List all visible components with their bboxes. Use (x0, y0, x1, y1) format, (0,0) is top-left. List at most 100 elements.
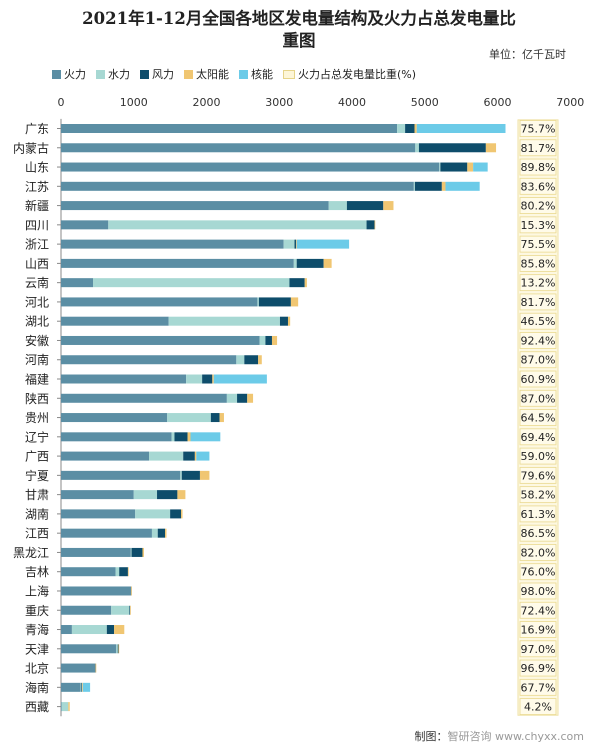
bar-segment (295, 239, 297, 249)
bar-segment (202, 374, 213, 384)
chart-title-line-1: 2021年1-12月全国各地区发电量结构及火力占总发电量比 (82, 9, 516, 28)
bar-segment (80, 682, 82, 692)
bar-segment (71, 625, 107, 635)
bar-segment (135, 509, 171, 519)
category-label: 江苏 (25, 180, 49, 194)
x-tick-label: 7000 (556, 96, 584, 109)
bar-segment (190, 432, 221, 442)
bar-segment (61, 451, 150, 461)
category-label: 河南 (25, 352, 49, 367)
bar-segment (258, 297, 291, 307)
ratio-cell (519, 466, 557, 484)
bar-segment (61, 297, 258, 307)
category-label: 四川 (25, 218, 49, 232)
ratio-cell (519, 197, 557, 214)
bar-segment (117, 644, 119, 654)
ratio-cell (519, 678, 557, 696)
ratio-cell (519, 332, 557, 349)
legend-swatch (52, 69, 61, 79)
bar-segment (61, 567, 116, 577)
ratio-cell (519, 158, 557, 176)
category-label: 河北 (25, 295, 49, 309)
chart-title-line-2: 重图 (282, 31, 316, 50)
bar-segment (294, 239, 296, 249)
legend-item: 太阳能 (184, 66, 229, 82)
bar-segment (226, 393, 238, 403)
ratio-label: 92.4% (521, 334, 556, 347)
chart-footer: 制图：智研咨询 www.chyxx.com (414, 728, 584, 744)
category-label: 宁夏 (25, 468, 49, 483)
x-tick-label: 6000 (484, 96, 512, 109)
bar-segment (383, 201, 394, 211)
x-tick-label: 2000 (193, 96, 221, 109)
footer-source: 智研咨询 www.chyxx.com (447, 730, 584, 743)
ratio-label: 83.6% (521, 180, 556, 193)
bar-segment (61, 124, 398, 133)
ratio-label: 89.8% (521, 161, 556, 174)
bar-segment (304, 278, 307, 288)
bar-segment (61, 605, 112, 615)
bar-segment (61, 586, 131, 596)
legend-swatch (140, 69, 149, 79)
bar-segment (61, 432, 172, 442)
ratio-cell (519, 351, 557, 369)
bar-segment (237, 393, 248, 403)
ratio-cell (519, 601, 557, 619)
bar-segment (296, 239, 350, 249)
bar-segment (61, 278, 94, 288)
x-tick-label: 5000 (411, 96, 439, 109)
bar-segment (106, 625, 115, 635)
bar-segment (61, 201, 329, 211)
ratio-label: 98.0% (521, 585, 556, 598)
ratio-label: 4.2% (524, 701, 552, 714)
bar-segment (346, 201, 384, 211)
bar-segment (95, 663, 97, 673)
bar-segment (108, 220, 367, 230)
bar-segment (168, 316, 280, 326)
category-label: 贵州 (25, 411, 49, 425)
ratio-cell (519, 447, 557, 465)
ratio-label: 60.9% (521, 373, 556, 386)
category-label: 吉林 (25, 565, 49, 579)
bar-segment (236, 355, 245, 365)
legend-label: 核能 (251, 68, 273, 81)
ratio-label: 75.7% (521, 123, 556, 136)
category-label: 湖北 (25, 314, 49, 329)
bar-segment (397, 124, 406, 133)
x-tick-label: 3000 (265, 96, 293, 109)
bar-segment (467, 162, 474, 172)
bar-segment (61, 162, 440, 172)
bar-segment (289, 278, 305, 288)
category-label: 湖南 (25, 506, 49, 521)
ratio-label: 69.4% (521, 431, 556, 444)
ratio-cell (519, 621, 557, 638)
ratio-label: 79.6% (521, 469, 556, 482)
ratio-label: 15.3% (521, 219, 556, 232)
x-tick-label: 1000 (120, 96, 148, 109)
bar-segment (82, 682, 91, 692)
ratio-cell (519, 524, 557, 542)
ratio-cell (519, 274, 557, 292)
legend-swatch (184, 69, 193, 79)
category-label: 海南 (25, 680, 49, 695)
bar-segment (93, 278, 290, 288)
ratio-label: 64.5% (521, 412, 556, 425)
bar-segment (61, 355, 237, 365)
bar-segment (181, 470, 200, 480)
ratio-cell (519, 640, 557, 658)
legend-label-ratio: 火力占总发电量比重(%) (298, 68, 417, 81)
bar-segment (61, 509, 136, 519)
bar-segment (131, 547, 143, 557)
bar-segment (374, 220, 376, 230)
bar-segment (61, 528, 152, 538)
legend-label: 风力 (152, 68, 174, 81)
category-label: 内蒙古 (13, 140, 49, 155)
bar-segment (415, 143, 419, 153)
bar-segment (61, 413, 168, 423)
category-label: 上海 (25, 583, 49, 598)
legend-swatch (239, 69, 248, 79)
ratio-label: 59.0% (521, 450, 556, 463)
bar-segment (259, 335, 266, 345)
bar-segment (157, 528, 166, 538)
